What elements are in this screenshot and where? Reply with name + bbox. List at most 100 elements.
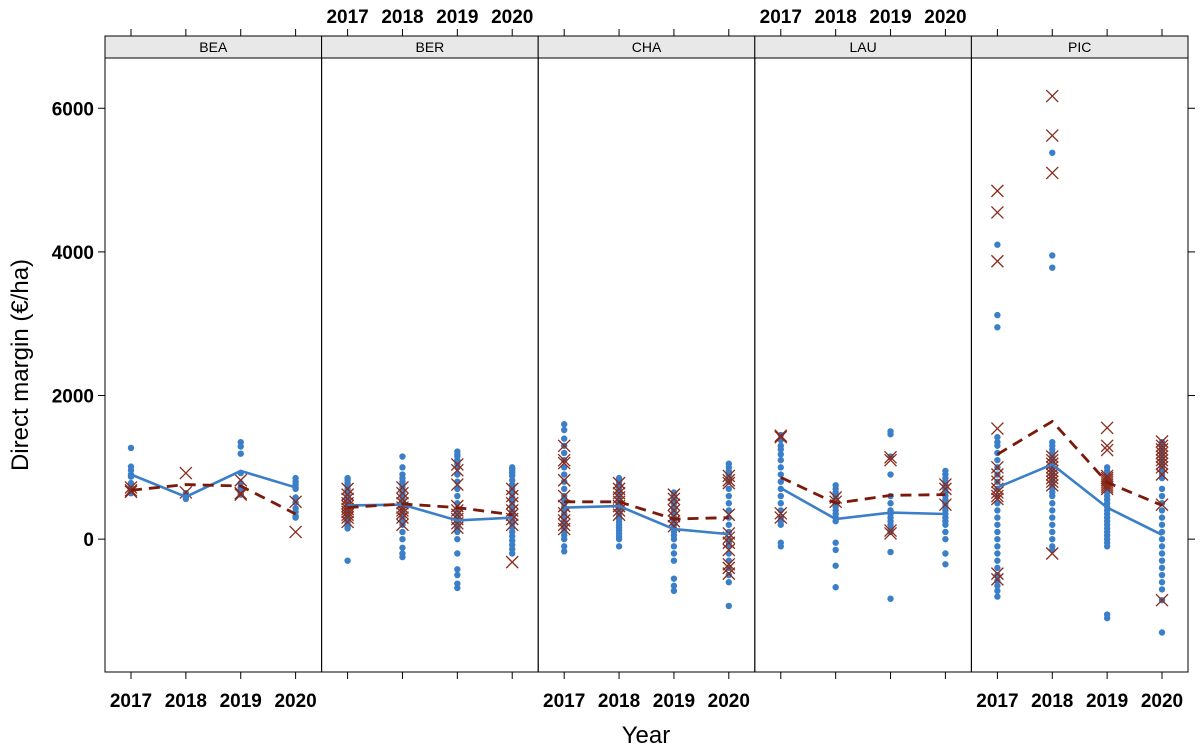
data-point [942, 561, 949, 568]
y-tick-label: 4000 [52, 243, 94, 264]
data-point [777, 446, 784, 453]
data-point [399, 453, 406, 460]
dashed-line [564, 500, 729, 521]
data-cross [990, 254, 1004, 268]
data-cross [289, 525, 303, 539]
data-cross [884, 526, 897, 540]
data-cross [450, 521, 464, 535]
data-point [994, 528, 1001, 536]
data-point [670, 575, 678, 582]
panel-strip-label: LAU [849, 39, 876, 55]
data-point [454, 566, 461, 573]
x-tick-label: 2018 [381, 7, 423, 28]
data-cross [884, 524, 897, 537]
data-point [832, 539, 839, 546]
data-point [994, 550, 1001, 557]
panel-strip-label: PIC [1068, 39, 1091, 55]
mean-line [996, 462, 1163, 537]
data-point [725, 485, 733, 493]
data-point [615, 535, 623, 543]
x-tick-label: 2019 [653, 691, 695, 712]
data-cross [179, 466, 193, 480]
panel-frame [970, 57, 1189, 673]
data-cross [990, 492, 1004, 506]
data-point [454, 571, 461, 579]
data-cross [990, 572, 1004, 586]
data-point [670, 587, 678, 595]
axes-layer: 2017 2018 2019 2020 2017 2018 2019 2020 2017 2018… [52, 7, 1195, 712]
data-cross [1045, 89, 1059, 103]
data-cross [450, 478, 464, 492]
dashed-line [347, 502, 513, 517]
data-cross [1045, 166, 1059, 180]
x-tick-label: 2018 [1031, 691, 1073, 712]
x-tick-label: 2017 [110, 691, 152, 712]
data-cross [557, 473, 571, 487]
data-point [670, 535, 678, 543]
data-point [1158, 507, 1166, 514]
data-point [399, 464, 406, 471]
data-cross [990, 184, 1004, 198]
data-point [994, 582, 1001, 590]
data-point [777, 471, 784, 478]
panel-pic: PIC [970, 35, 1189, 673]
data-point [454, 492, 461, 500]
data-cross [1100, 443, 1114, 457]
data-point [725, 602, 733, 610]
data-point [560, 426, 568, 434]
data-cross [612, 508, 626, 522]
data-point [560, 535, 568, 543]
x-tick-label: 2019 [220, 691, 262, 712]
data-point [994, 311, 1001, 319]
data-point [887, 595, 894, 602]
data-cross [557, 522, 571, 536]
data-point [454, 471, 461, 478]
data-point [399, 535, 406, 543]
data-point [994, 571, 1001, 579]
data-cross [557, 489, 571, 503]
data-cross [289, 495, 303, 509]
x-tick-label: 2019 [436, 7, 478, 28]
panel-bea: BEA [104, 35, 323, 673]
data-cross [722, 557, 736, 571]
data-cross [505, 555, 519, 569]
data-cross [1100, 439, 1114, 453]
data-point [994, 557, 1001, 564]
data-point [994, 521, 1001, 528]
data-point [454, 485, 461, 493]
data-point [887, 548, 894, 556]
data-point [237, 450, 244, 457]
data-point [399, 528, 406, 536]
data-point [1158, 492, 1166, 500]
data-point [1158, 586, 1166, 593]
data-point [509, 550, 516, 557]
data-cross [667, 492, 681, 506]
x-tick-label: 2020 [274, 691, 316, 712]
data-point [560, 485, 568, 493]
data-point [725, 571, 733, 579]
data-point [777, 543, 784, 550]
mean-line [564, 504, 729, 536]
data-cross [990, 567, 1004, 581]
data-point [994, 507, 1001, 514]
data-cross [774, 429, 788, 443]
data-point [1158, 485, 1166, 493]
data-point [777, 492, 784, 500]
data-cross [667, 503, 681, 517]
data-cross [1155, 593, 1169, 607]
data-cross [774, 506, 788, 520]
data-cross [612, 476, 626, 490]
data-cross [722, 473, 736, 487]
panel-strip-label: BEA [199, 39, 228, 55]
data-cross [557, 453, 571, 467]
data-point [454, 528, 461, 536]
data-cross [505, 518, 519, 532]
data-point [994, 587, 1001, 595]
x-tick-label: 2019 [869, 7, 911, 28]
data-point [942, 521, 949, 528]
data-point [1049, 264, 1056, 271]
data-point [725, 492, 733, 500]
data-point [670, 543, 678, 550]
x-tick-label: 2017 [543, 691, 585, 712]
data-cross [990, 489, 1004, 503]
